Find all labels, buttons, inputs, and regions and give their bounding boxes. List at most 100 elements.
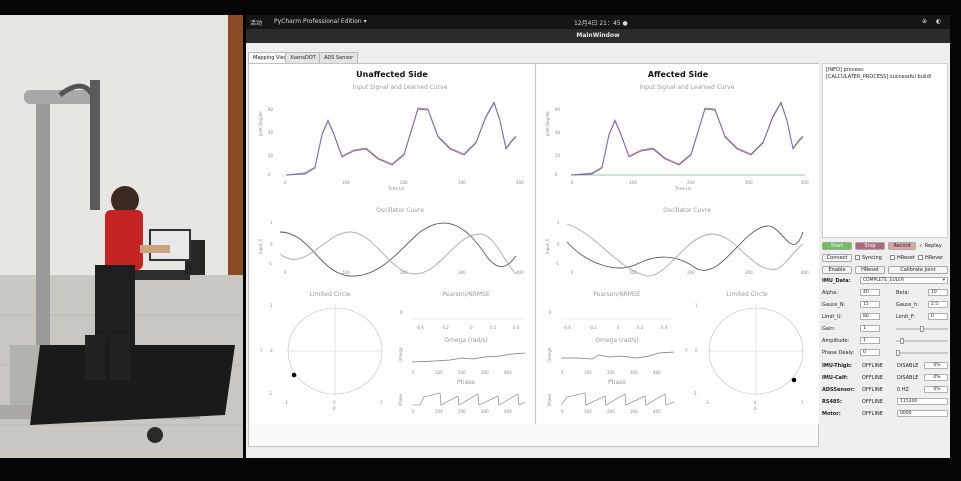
- gain-slider[interactable]: [896, 326, 948, 332]
- limit-f-input[interactable]: 0: [928, 313, 948, 320]
- limit-u-label: Limit_U:: [822, 314, 843, 320]
- a-omega-xtick: 100: [584, 370, 592, 375]
- u-omega-title: Omega (rad/s): [444, 337, 488, 344]
- replay-checkbox[interactable]: ✓ Replay: [919, 243, 942, 249]
- gauss-n-input[interactable]: 15: [860, 301, 880, 308]
- phase-delay-slider-handle[interactable]: [896, 350, 900, 356]
- gauss-h-label: Gauss_h:: [896, 302, 919, 308]
- imu-data-select[interactable]: COMPLETE_EULER ▾: [860, 277, 948, 284]
- beta-input[interactable]: 10: [928, 289, 948, 296]
- a-limit-xtick: -1: [705, 400, 709, 405]
- amplitude-slider[interactable]: [896, 338, 948, 344]
- affected-panel: Affected Side Input Signal and Learned C…: [537, 64, 819, 424]
- u-pearson-xtick: 0.2: [490, 325, 497, 330]
- main-window: Mapping View XsensDOT ADS Sensor Unaffec…: [246, 43, 950, 459]
- a-pearson-xtick: 0.4: [661, 325, 668, 330]
- phase-delay-input[interactable]: 0: [860, 349, 880, 356]
- network-icon[interactable]: ⊕: [922, 18, 928, 25]
- a-osc-xtick: 300: [745, 270, 753, 275]
- clock[interactable]: 12月4日 21：45 ●: [574, 20, 628, 27]
- a-pearson-xtick: 0.2: [637, 325, 644, 330]
- imu-data-label: IMU_Data:: [822, 278, 851, 284]
- u-input-xlabel: Time (s): [388, 186, 405, 191]
- u-pearson-xtick: 0.4: [513, 325, 520, 330]
- a-phase-xtick: 100: [584, 409, 592, 414]
- u-osc-xtick: 200: [400, 270, 408, 275]
- u-omega-xtick: 400: [504, 370, 512, 375]
- u-osc-xtick: 400: [516, 270, 524, 275]
- activities-button[interactable]: 活动: [250, 20, 263, 27]
- status-ads-mode: 0 HZ: [897, 387, 909, 393]
- rs485-baud-input[interactable]: 115200: [897, 398, 948, 405]
- affected-osc-title: Oscillator Cuvre: [663, 207, 711, 214]
- imu-thigh-progress: 0%: [924, 362, 948, 369]
- enable-button[interactable]: Enable: [822, 266, 852, 274]
- u-input-ytick: 20: [268, 153, 274, 158]
- status-imu-calf-label: IMU-Calf:: [822, 375, 848, 381]
- calibrate-joint-button[interactable]: Calibrate Joint: [888, 266, 948, 274]
- amplitude-label: Amplitude:: [822, 338, 850, 344]
- u-phase-xtick: 200: [458, 409, 466, 414]
- u-input-ytick: 40: [268, 130, 274, 135]
- a-osc-xtick: 400: [801, 270, 809, 275]
- a-osc-ytick: -1: [555, 261, 559, 266]
- a-limit-xtick: 0: [754, 400, 757, 405]
- unaffected-oscillator-1: [279, 222, 517, 277]
- u-limit-point: [291, 372, 297, 378]
- stop-button[interactable]: Stop: [855, 242, 885, 250]
- a-input-ytick: 20: [555, 153, 561, 158]
- a-osc-xtick: 200: [687, 270, 695, 275]
- unaffected-oscillator-2: [279, 231, 517, 275]
- a-limit-ytick: -1: [693, 391, 697, 396]
- replay-label: Replay: [924, 243, 942, 249]
- a-pearson-title: Pearson/NRMSE: [593, 291, 641, 298]
- hreset-button[interactable]: HReset: [855, 266, 885, 274]
- syncing-checkbox[interactable]: Syncing: [855, 255, 882, 261]
- log-output[interactable]: [INFO] process:[CALCULATER_PROCESS]:succ…: [822, 63, 948, 238]
- amplitude-slider-handle[interactable]: [900, 338, 904, 344]
- hreverse-checkbox[interactable]: HRever: [918, 255, 943, 261]
- amplitude-input[interactable]: 1: [860, 337, 880, 344]
- a-phase-xtick: 400: [653, 409, 661, 414]
- status-imu-calf-mode: DISABLE: [897, 375, 919, 381]
- gain-slider-handle[interactable]: [920, 326, 924, 332]
- a-phase-xtick: 0: [561, 409, 564, 414]
- mapping-view-page: Unaffected Side Input Signal and Learned…: [248, 63, 819, 447]
- phase-delay-slider[interactable]: [896, 350, 948, 356]
- status-ads-state: OFFLINE: [862, 387, 883, 393]
- power-icon[interactable]: ◐: [936, 18, 942, 25]
- u-phase-xtick: 0: [412, 409, 415, 414]
- syncing-label: Syncing: [862, 255, 882, 261]
- imu-calf-progress: 0%: [924, 374, 948, 381]
- start-button[interactable]: Start: [822, 242, 852, 250]
- u-limit-ytick: 0: [270, 348, 273, 353]
- status-motor-label: Motor:: [822, 411, 841, 417]
- record-button[interactable]: Record: [888, 242, 916, 250]
- tab-xsensdot[interactable]: XsensDOT: [285, 52, 321, 63]
- hreset-checkbox[interactable]: HReset: [890, 255, 915, 261]
- status-rs485-label: RS485:: [822, 399, 842, 405]
- u-limit-circle: [287, 307, 383, 395]
- video-letterbox: [0, 458, 961, 481]
- affected-title: Affected Side: [647, 70, 709, 79]
- side-divider: [535, 64, 536, 424]
- limit-u-input[interactable]: 80: [860, 313, 880, 320]
- a-omega-line: [561, 351, 675, 360]
- a-phase-xtick: 200: [607, 409, 615, 414]
- alpha-input[interactable]: 40: [860, 289, 880, 296]
- a-input-xtick: 200: [687, 180, 695, 185]
- affected-oscillator-1: [566, 225, 804, 271]
- connect-button[interactable]: Connect: [822, 254, 852, 262]
- a-phase-xtick: 300: [630, 409, 638, 414]
- app-menu[interactable]: PyCharm Professional Edition ▾: [274, 18, 367, 25]
- a-omega-title: Omega (rad/s): [595, 337, 639, 344]
- a-pearson-xtick: -0.4: [563, 325, 571, 330]
- u-phase-sawtooth: [412, 392, 526, 406]
- gain-input[interactable]: 1: [860, 325, 880, 332]
- tab-ads-sensor[interactable]: ADS Sensor: [319, 52, 359, 63]
- u-osc-ytick: 0: [270, 242, 273, 247]
- chevron-down-icon: ▾: [942, 278, 945, 283]
- gauss-h-input[interactable]: 2.5: [928, 301, 948, 308]
- camera-photo: [0, 15, 243, 459]
- motor-input[interactable]: 0000: [897, 410, 948, 417]
